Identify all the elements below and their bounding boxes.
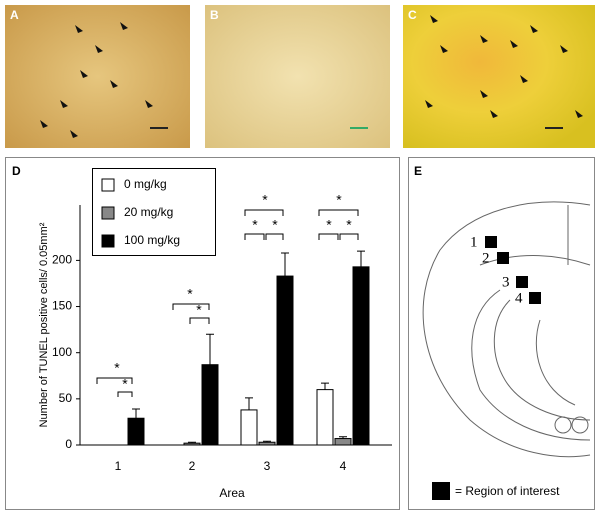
bar	[127, 417, 145, 446]
panel-frame	[408, 157, 595, 510]
region-label: 3	[502, 274, 510, 290]
error-bar	[206, 333, 214, 365]
panel-label: B	[210, 8, 219, 22]
bar	[316, 389, 334, 446]
y-tick-label: 100	[52, 345, 72, 359]
panel-label: D	[12, 164, 21, 178]
region-label: 2	[482, 250, 490, 266]
bar	[201, 364, 219, 446]
bar	[334, 438, 352, 446]
error-bar	[188, 441, 196, 444]
significance: *	[114, 360, 120, 376]
panel-label: E	[414, 164, 422, 178]
significance: *	[272, 217, 278, 233]
bar	[276, 275, 294, 446]
x-tick-label: 1	[115, 459, 122, 473]
panel-label: A	[10, 8, 19, 22]
bar	[258, 441, 276, 446]
significance: *	[187, 286, 193, 302]
legend-swatch	[101, 206, 115, 220]
x-axis-label: Area	[219, 486, 245, 500]
bar	[352, 266, 370, 446]
significance: *	[252, 217, 258, 233]
error-bar	[339, 436, 347, 439]
micrograph-c	[403, 5, 595, 148]
x-tick-label: 2	[189, 459, 196, 473]
y-tick-label: 0	[65, 437, 72, 451]
micrograph-a	[5, 5, 190, 148]
y-tick-label: 50	[59, 391, 73, 405]
panel-label: C	[408, 8, 417, 22]
legend-swatch	[432, 482, 450, 500]
panel-frame	[5, 157, 400, 510]
significance: *	[336, 192, 342, 208]
legend-label: 100 mg/kg	[124, 233, 180, 247]
bar	[183, 442, 201, 446]
x-tick-label: 3	[264, 459, 271, 473]
y-axis-label: Number of TUNEL positive cells/ 0.05mm²	[38, 222, 50, 427]
legend-label: = Region of interest	[455, 484, 560, 498]
legend-swatch	[101, 234, 115, 248]
x-tick-label: 4	[340, 459, 347, 473]
significance: *	[196, 302, 202, 318]
error-bar	[132, 408, 140, 419]
significance: *	[122, 376, 128, 392]
legend-label: 0 mg/kg	[124, 177, 167, 191]
error-bar	[321, 382, 329, 390]
significance: *	[262, 192, 268, 208]
legend-swatch	[101, 178, 115, 192]
y-tick-label: 200	[52, 253, 72, 267]
brain-outline	[422, 201, 591, 458]
bar	[240, 409, 258, 446]
error-bar	[357, 250, 365, 267]
error-bar	[245, 397, 253, 410]
significance: *	[346, 217, 352, 233]
y-tick-label: 150	[52, 299, 72, 313]
significance-brackets	[96, 209, 359, 397]
region-label: 1	[470, 234, 478, 250]
legend-label: 20 mg/kg	[124, 205, 173, 219]
region-markers	[485, 236, 541, 304]
region-label: 4	[515, 290, 523, 306]
significance: *	[326, 217, 332, 233]
error-bar	[263, 440, 271, 443]
error-bar	[281, 252, 289, 277]
micrograph-b	[205, 5, 390, 148]
